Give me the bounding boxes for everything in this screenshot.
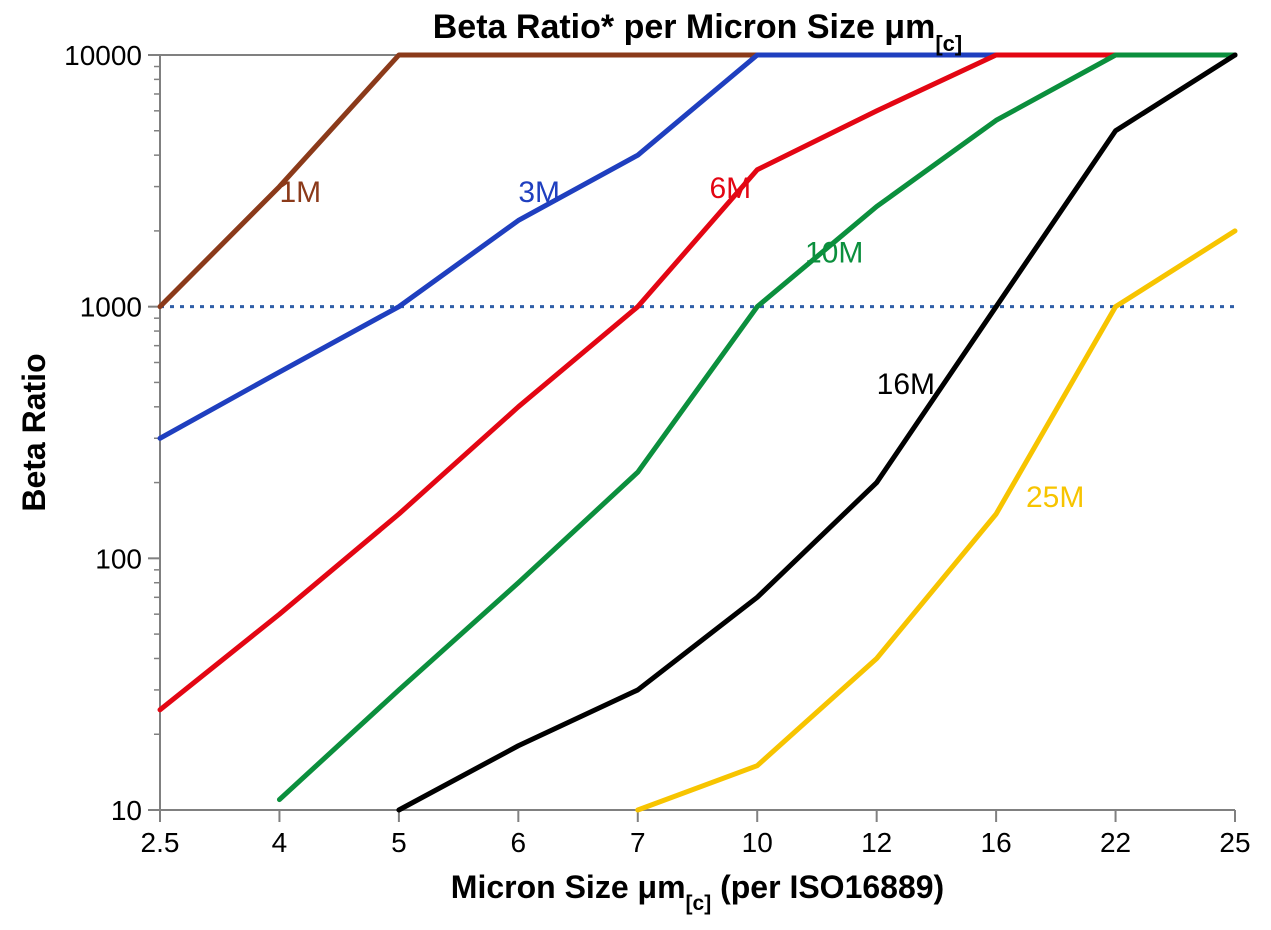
chart-svg: 10 100 1000 10000 2.5 4 5 6 7 10 12 16 22 25 1M 3M 6M 10M… — [0, 0, 1271, 930]
series-label-25M: 25M — [1026, 481, 1084, 514]
y-tick-label: 100 — [95, 543, 142, 574]
series-line-1M — [160, 55, 1235, 307]
series-label-1M: 1M — [279, 176, 321, 209]
series-label-3M: 3M — [518, 176, 560, 209]
chart-container: 10 100 1000 10000 2.5 4 5 6 7 10 12 16 22 25 1M 3M 6M 10M… — [0, 0, 1271, 930]
series-label-10M: 10M — [805, 236, 863, 269]
x-tick-label: 25 — [1219, 827, 1250, 858]
x-tick-label: 22 — [1100, 827, 1131, 858]
x-axis-label: Micron Size μm[c] (per ISO16889) — [451, 869, 944, 915]
series-line-16M — [399, 55, 1235, 810]
x-tick-label: 2.5 — [141, 827, 180, 858]
y-axis-label: Beta Ratio — [16, 353, 52, 511]
x-tick-label: 10 — [742, 827, 773, 858]
series-label-6M: 6M — [709, 172, 751, 205]
y-tick-label: 1000 — [80, 292, 142, 323]
y-tick-label: 10 — [111, 795, 142, 826]
y-tick-label: 10000 — [64, 40, 142, 71]
series-label-16M: 16M — [877, 368, 935, 401]
x-tick-label: 16 — [981, 827, 1012, 858]
series-line-25M — [638, 231, 1235, 810]
x-tick-label: 6 — [511, 827, 527, 858]
x-tick-label: 5 — [391, 827, 407, 858]
x-tick-label: 7 — [630, 827, 646, 858]
chart-title: Beta Ratio* per Micron Size μm[c] — [433, 8, 962, 56]
x-tick-label: 12 — [861, 827, 892, 858]
x-tick-label: 4 — [272, 827, 288, 858]
